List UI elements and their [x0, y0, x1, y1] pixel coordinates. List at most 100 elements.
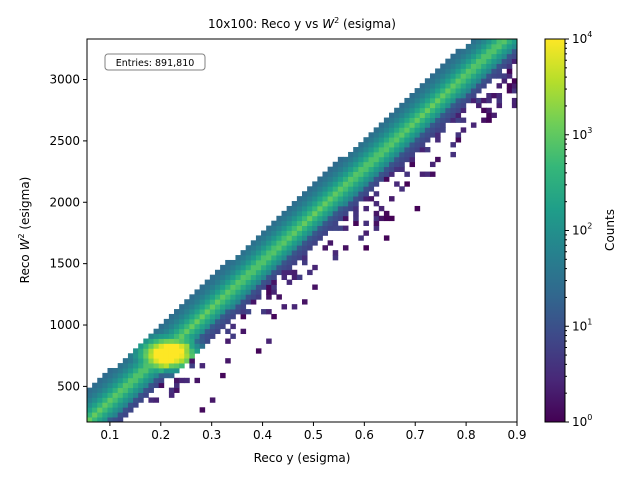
heatmap-cell [435, 112, 441, 118]
heatmap-cell [168, 328, 175, 335]
heatmap-cell [486, 78, 492, 84]
heatmap-cell [92, 412, 98, 418]
heatmap-cell [250, 259, 257, 266]
heatmap-cell [122, 372, 129, 379]
heatmap-cell [276, 264, 282, 271]
heatmap-cell [276, 269, 282, 276]
heatmap-cell [168, 313, 175, 320]
heatmap-cell [383, 127, 390, 133]
heatmap-cell [435, 156, 441, 163]
heatmap-cell [460, 127, 467, 133]
heatmap-cell [491, 63, 497, 69]
heatmap-cell [424, 107, 431, 114]
heatmap-cell [409, 151, 416, 158]
heatmap-cell [225, 299, 231, 305]
heatmap-cell [476, 78, 482, 84]
colorbar: 100 101 102 103 104 Counts [544, 30, 617, 429]
heatmap-cell [163, 318, 170, 325]
heatmap-cell [102, 387, 108, 393]
heatmap-cell [209, 279, 216, 285]
heatmap-cell [225, 318, 231, 325]
heatmap-cell [501, 39, 508, 45]
heatmap-cell [486, 53, 492, 60]
heatmap-cell [337, 166, 344, 172]
heatmap-cell [117, 387, 124, 393]
heatmap-cell [327, 166, 334, 172]
heatmap-cell [348, 181, 354, 187]
heatmap-cell [286, 264, 293, 271]
heatmap-cell [302, 245, 308, 251]
heatmap-cell [404, 117, 410, 123]
heatmap-cell [327, 176, 334, 182]
heatmap-cell [138, 387, 144, 393]
heatmap-cell [214, 328, 221, 335]
heatmap-cell [465, 48, 472, 55]
heatmap-cell [419, 117, 426, 123]
heatmap-cell [189, 294, 195, 300]
heatmap-cell [291, 210, 298, 217]
heatmap-cell [158, 367, 165, 374]
heatmap-cell [332, 166, 339, 172]
heatmap-cell [404, 132, 410, 138]
heatmap-cell [276, 245, 282, 251]
heatmap-cell [245, 289, 252, 295]
heatmap-cell [383, 117, 390, 123]
heatmap-cell [414, 112, 421, 118]
heatmap-cell [450, 151, 456, 158]
heatmap-cell [122, 402, 129, 408]
heatmap-cell [419, 112, 426, 118]
heatmap-cell [245, 274, 252, 280]
heatmap-cell [127, 377, 134, 384]
heatmap-cell [342, 156, 349, 163]
heatmap-cell [394, 166, 400, 172]
heatmap-cell [378, 151, 385, 158]
heatmap-cell [266, 338, 272, 344]
heatmap-cell [399, 132, 405, 138]
heatmap-cell [419, 127, 426, 133]
heatmap-cell [332, 191, 339, 197]
heatmap-cell [240, 259, 247, 266]
heatmap-cell [271, 279, 277, 285]
heatmap-cell [97, 402, 103, 408]
heatmap-cell [358, 147, 364, 153]
heatmap-cell [112, 402, 119, 408]
heatmap-cell [312, 201, 318, 207]
heatmap-cell [138, 382, 144, 389]
heatmap-cell [496, 43, 503, 50]
x-tick-label: 0.4 [253, 428, 272, 442]
heatmap-cell [250, 299, 257, 305]
heatmap-cell [373, 220, 380, 226]
heatmap-cell [266, 250, 272, 256]
heatmap-cell [189, 323, 195, 330]
heatmap-cell [261, 259, 267, 266]
heatmap-cell [158, 372, 165, 379]
heatmap-cell [250, 264, 257, 271]
y-tick-label: 2500 [49, 134, 80, 148]
heatmap-cell [460, 73, 467, 79]
heatmap-cell [491, 39, 497, 45]
heatmap-cell [245, 294, 252, 300]
heatmap-cell [271, 220, 277, 226]
heatmap-cell [322, 215, 328, 222]
heatmap-cell [378, 142, 385, 148]
heatmap-cell [240, 250, 247, 256]
heatmap-cell [127, 363, 134, 369]
heatmap-cell [286, 250, 293, 256]
heatmap-cell [138, 358, 144, 364]
heatmap-cell [399, 166, 405, 172]
heatmap-cell [307, 205, 313, 212]
heatmap-cell [455, 53, 462, 60]
heatmap-cell [174, 387, 180, 393]
heatmap-cell [383, 137, 390, 143]
heatmap-cell [107, 397, 113, 403]
heatmap-cell [302, 201, 308, 207]
heatmap-cell [399, 186, 405, 192]
heatmap-cell [419, 88, 426, 94]
heatmap-cell [327, 191, 334, 197]
heatmap-cell [255, 264, 262, 271]
heatmap-cell [117, 402, 124, 408]
heatmap-cell [240, 313, 247, 320]
heatmap-cell [107, 372, 113, 379]
heatmap-cell [399, 127, 405, 133]
heatmap-cell [286, 240, 293, 246]
